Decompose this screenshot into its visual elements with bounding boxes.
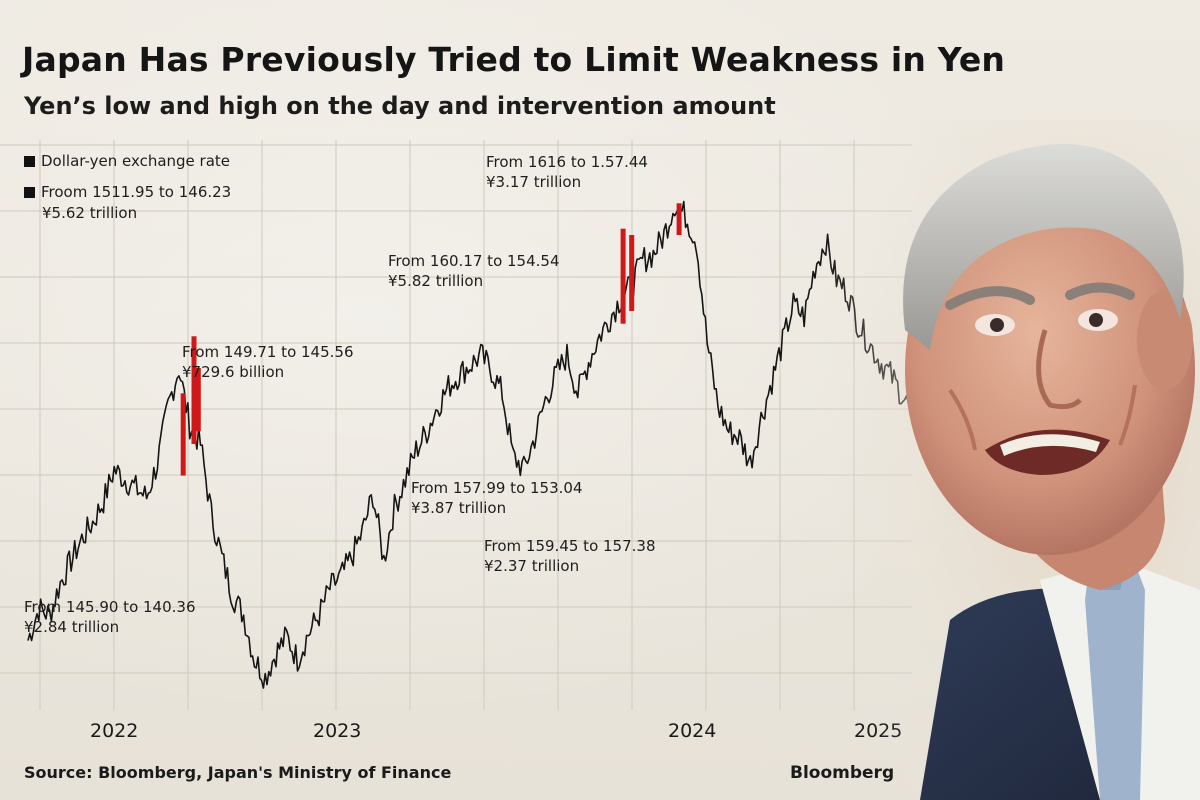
intervention-bar	[195, 368, 201, 432]
legend-swatch-square	[24, 186, 35, 198]
annotation-range: From 159.45 to 157.38	[484, 537, 656, 555]
annotation-amount: ¥3.87 trillion	[411, 499, 507, 517]
legend-swatch-square	[24, 155, 35, 167]
source-note: Source: Bloomberg, Japan's Ministry of F…	[24, 763, 452, 782]
x-tick-label: 2023	[313, 720, 362, 742]
annotation-range: From 145.90 to 140.36	[24, 598, 196, 616]
intervention-bar	[629, 235, 635, 311]
annotation-amount: ¥2.37 trillion	[484, 557, 580, 575]
annotation-range: From 1616 to 1.57.44	[486, 153, 648, 171]
intervention-bar	[620, 228, 626, 324]
annotation-range: From 160.17 to 154.54	[388, 252, 560, 270]
intervention-markers	[180, 203, 682, 476]
annotation-amount: ¥2.84 trillion	[24, 618, 120, 636]
annotation: From 157.99 to 153.04 ¥3.87 trillion	[411, 478, 583, 518]
annotation-range: From 149.71 to 145.56	[182, 343, 354, 361]
annotation: From 160.17 to 154.54 ¥5.82 trillion	[388, 251, 560, 291]
chart-subtitle: Yen’s low and high on the day and interv…	[24, 92, 776, 120]
chart-grid	[0, 140, 912, 710]
intervention-bar	[180, 393, 186, 476]
x-tick-label: 2024	[668, 720, 717, 742]
x-tick-label: 2022	[90, 720, 139, 742]
legend-series-label: Dollar-yen exchange rate	[41, 152, 231, 170]
legend-item-intervention: Froom 1511.95 to 146.23	[24, 183, 231, 201]
legend-item-series: Dollar-yen exchange rate	[24, 152, 230, 170]
annotation: From 1616 to 1.57.44 ¥3.17 trillion	[486, 152, 648, 192]
annotation: From 149.71 to 145.56 ¥729.6 billion	[182, 342, 354, 382]
series-line-dollar-yen	[27, 200, 913, 689]
annotation-amount: ¥3.17 trillion	[486, 173, 582, 191]
brand-logo-text: Bloomberg	[790, 763, 895, 783]
annotation-amount: ¥5.82 trillion	[388, 272, 484, 290]
person-photo	[800, 120, 1200, 800]
intervention-bar	[191, 336, 197, 444]
annotation: From 145.90 to 140.36 ¥2.84 trillion	[24, 597, 196, 637]
annotation: From 159.45 to 157.38 ¥2.37 trillion	[484, 536, 656, 576]
chart-series-layer	[27, 200, 913, 689]
annotation-range: From 157.99 to 153.04	[411, 479, 583, 497]
legend-intervention-line1: Froom 1511.95 to 146.23	[41, 183, 232, 201]
intervention-bar	[676, 203, 682, 235]
annotation-amount: ¥729.6 billion	[182, 363, 285, 381]
legend-intervention-amount: ¥5.62 trillion	[42, 204, 138, 222]
chart-title: Japan Has Previously Tried to Limit Weak…	[22, 40, 1006, 79]
